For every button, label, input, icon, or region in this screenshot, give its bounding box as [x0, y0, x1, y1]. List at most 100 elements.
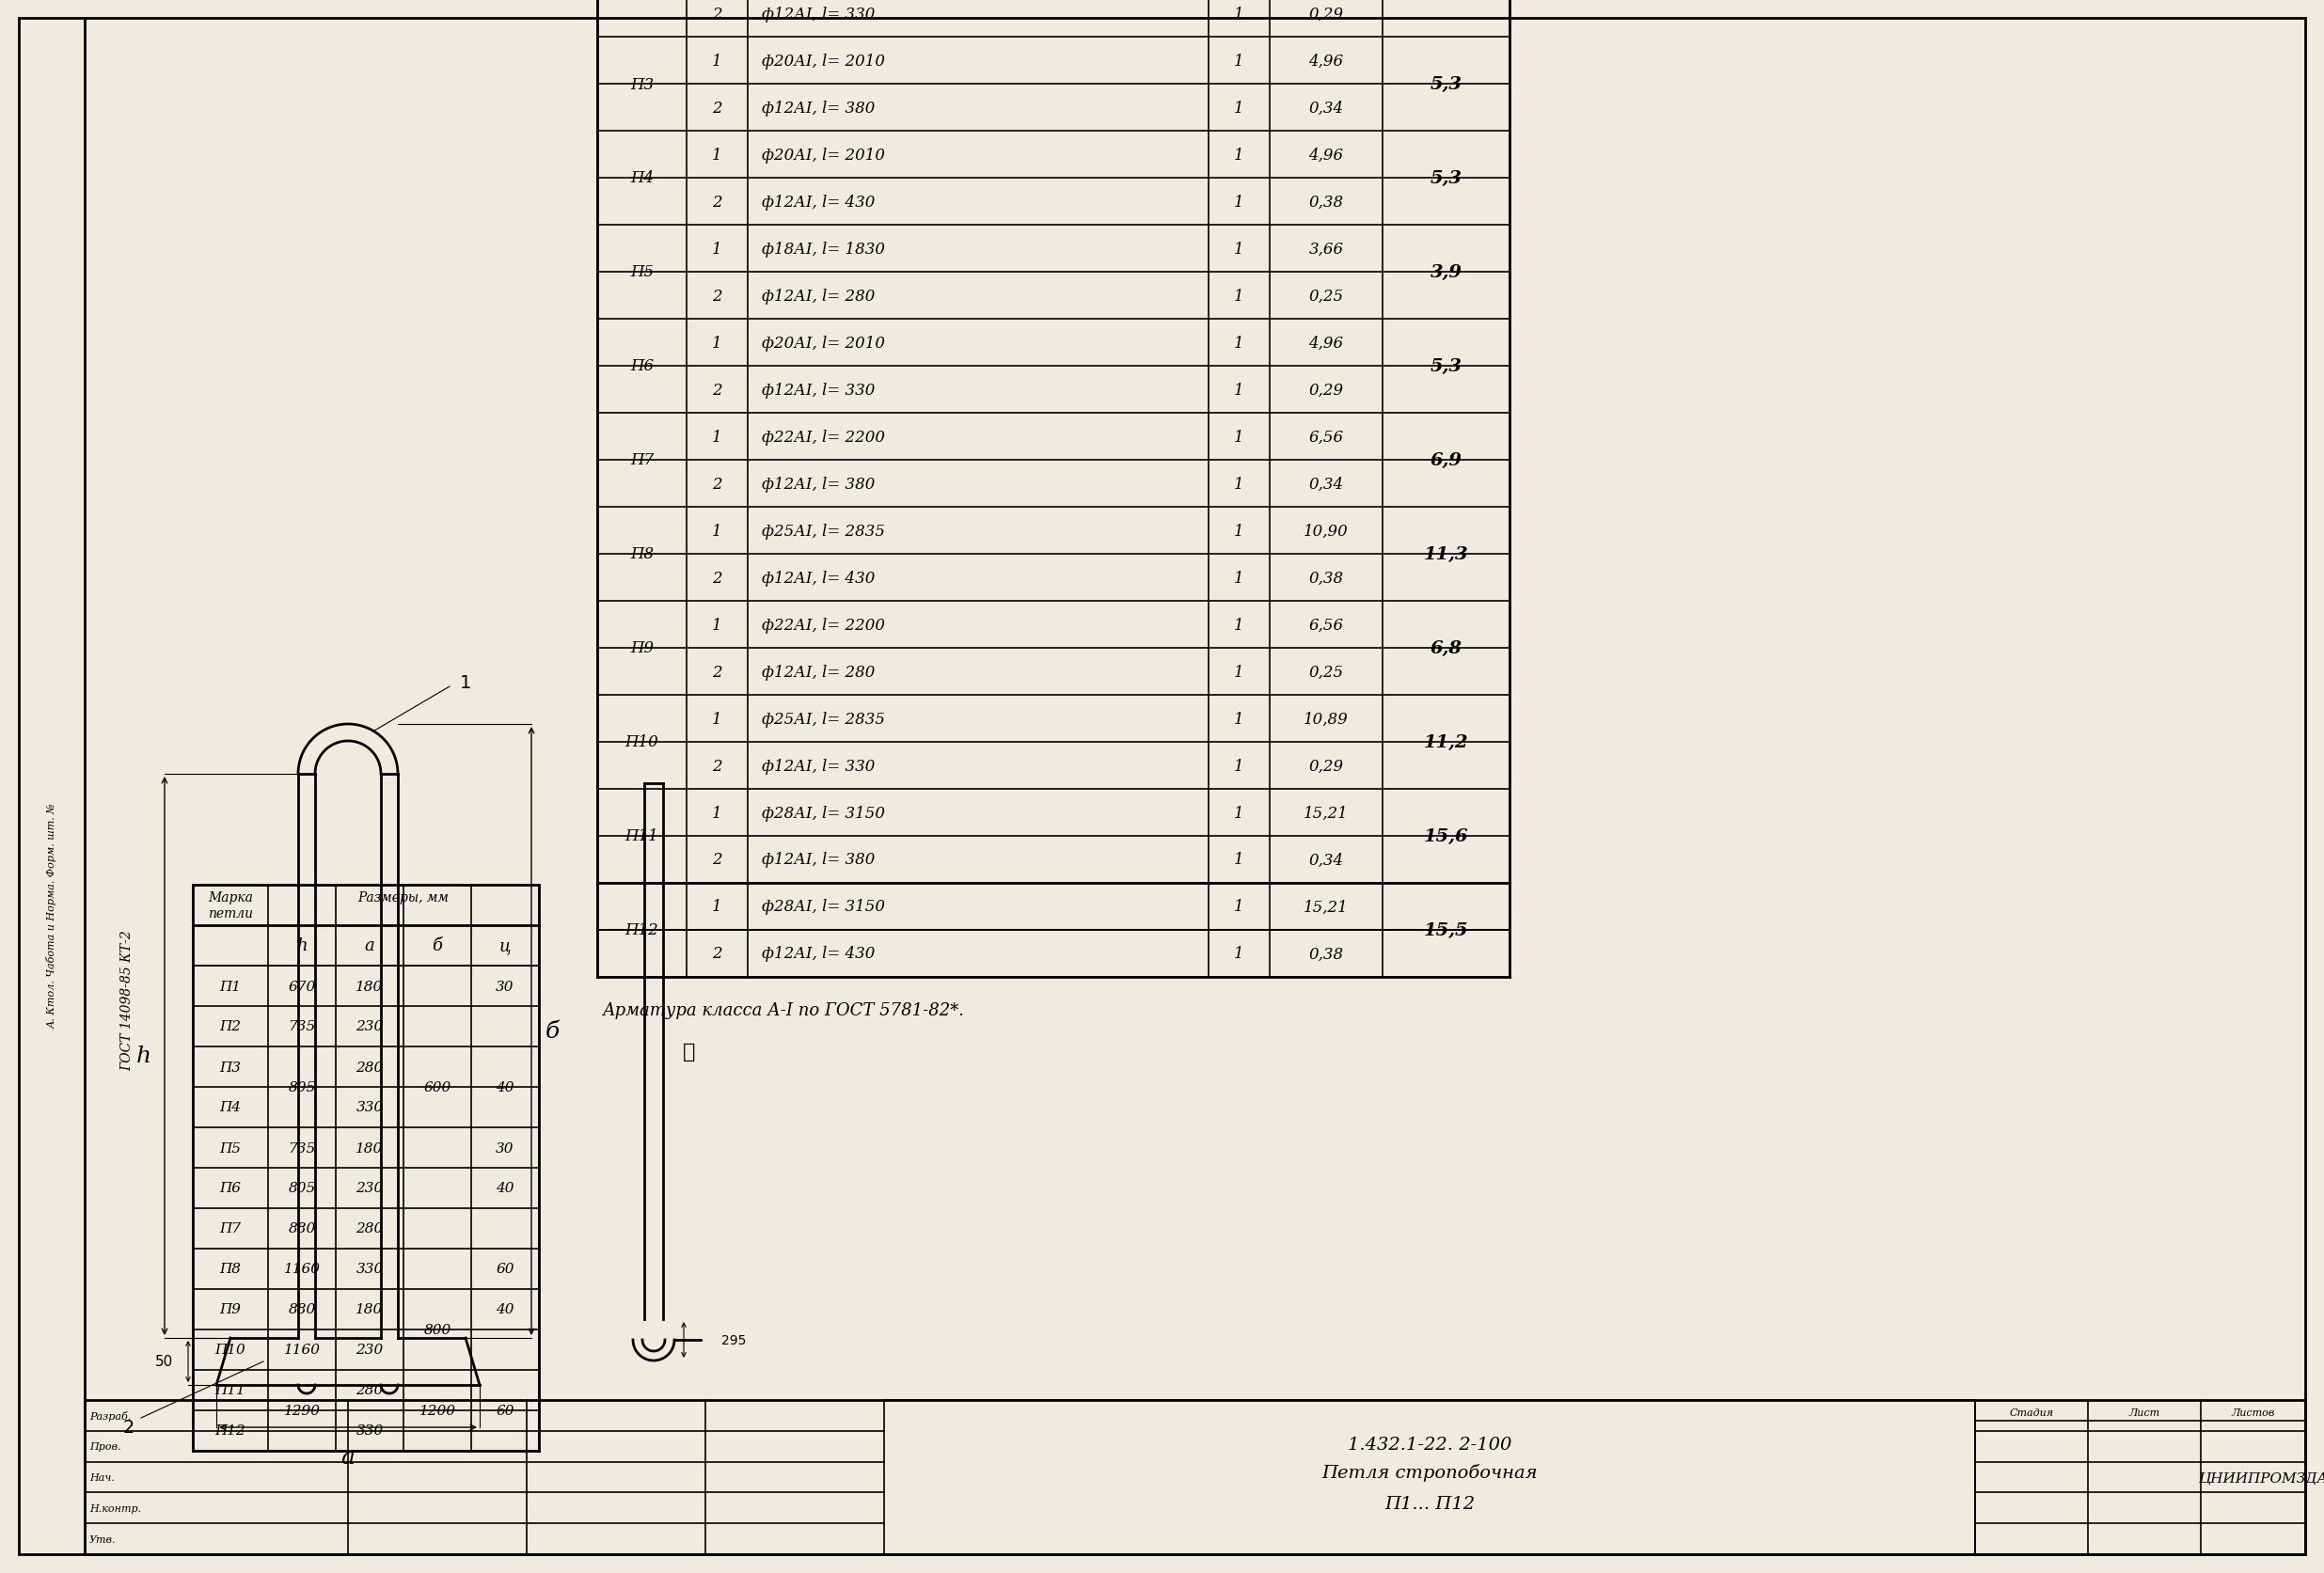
Text: 1: 1 — [1234, 617, 1243, 632]
Text: б: б — [544, 1021, 560, 1041]
Text: 1: 1 — [711, 522, 723, 540]
Text: 1290: 1290 — [284, 1403, 321, 1417]
Text: ф12АI, l= 280: ф12АI, l= 280 — [762, 664, 876, 680]
Text: 4,96: 4,96 — [1308, 335, 1343, 351]
Text: ф12АI, l= 330: ф12АI, l= 330 — [762, 758, 876, 774]
Text: ℓ: ℓ — [683, 1041, 695, 1062]
Text: П11: П11 — [216, 1384, 246, 1397]
Text: 15,21: 15,21 — [1304, 898, 1348, 915]
Text: 1: 1 — [1234, 758, 1243, 774]
Text: П12: П12 — [625, 922, 658, 938]
Text: 6,8: 6,8 — [1429, 640, 1462, 658]
Text: 280: 280 — [356, 1222, 383, 1235]
Text: 0,25: 0,25 — [1308, 664, 1343, 680]
Text: 230: 230 — [356, 1343, 383, 1356]
Text: ц: ц — [500, 938, 511, 955]
Text: 1: 1 — [1234, 477, 1243, 492]
Text: 880: 880 — [288, 1302, 316, 1317]
Text: ф12АI, l= 280: ф12АI, l= 280 — [762, 288, 876, 304]
Text: П6: П6 — [630, 359, 653, 374]
Text: Листов: Листов — [2231, 1408, 2275, 1417]
Text: ГОСТ 14098-85 КТ-2: ГОСТ 14098-85 КТ-2 — [121, 930, 132, 1070]
Text: 330: 330 — [356, 1424, 383, 1438]
Text: 3,9: 3,9 — [1429, 264, 1462, 282]
Text: ф22АI, l= 2200: ф22АI, l= 2200 — [762, 429, 885, 445]
Text: Марка
петли: Марка петли — [207, 892, 253, 920]
Text: 1: 1 — [711, 711, 723, 727]
Text: 15,6: 15,6 — [1425, 827, 1469, 845]
Text: 11,2: 11,2 — [1425, 735, 1469, 750]
Text: 600: 600 — [423, 1081, 451, 1093]
Text: 2: 2 — [711, 569, 723, 585]
Text: 1: 1 — [460, 673, 472, 691]
Text: 1160: 1160 — [284, 1343, 321, 1356]
Text: 1: 1 — [1234, 664, 1243, 680]
Text: 735: 735 — [288, 1142, 316, 1155]
Text: П12: П12 — [216, 1424, 246, 1438]
Text: ф12АI, l= 380: ф12АI, l= 380 — [762, 477, 876, 492]
Text: ф12АI, l= 330: ф12АI, l= 330 — [762, 382, 876, 398]
Text: Н.контр.: Н.контр. — [88, 1504, 142, 1513]
Text: ф12АI, l= 430: ф12АI, l= 430 — [762, 569, 876, 585]
Text: 0,29: 0,29 — [1308, 382, 1343, 398]
Text: 1: 1 — [1234, 898, 1243, 915]
Text: 880: 880 — [288, 1222, 316, 1235]
Text: 0,34: 0,34 — [1308, 853, 1343, 868]
Text: 2: 2 — [711, 664, 723, 680]
Text: 1: 1 — [1234, 241, 1243, 256]
Text: 1: 1 — [1234, 805, 1243, 821]
Text: ф28АI, l= 3150: ф28АI, l= 3150 — [762, 805, 885, 821]
Text: 1: 1 — [711, 429, 723, 445]
Text: Нач.: Нач. — [88, 1472, 114, 1482]
Text: 5,3: 5,3 — [1429, 359, 1462, 374]
Text: 295: 295 — [720, 1334, 746, 1346]
Text: 3,66: 3,66 — [1308, 241, 1343, 256]
Text: 280: 280 — [356, 1384, 383, 1397]
Text: 2: 2 — [711, 101, 723, 116]
Text: 60: 60 — [495, 1403, 514, 1417]
Text: 805: 805 — [288, 1181, 316, 1195]
Text: 1160: 1160 — [284, 1263, 321, 1276]
Text: П5: П5 — [630, 264, 653, 280]
Text: 180: 180 — [356, 1302, 383, 1317]
Text: 4,96: 4,96 — [1308, 146, 1343, 164]
Text: 735: 735 — [288, 1019, 316, 1033]
Text: П7: П7 — [218, 1222, 242, 1235]
Text: Разраб.: Разраб. — [88, 1411, 130, 1420]
Text: 805: 805 — [288, 1081, 316, 1093]
Text: a: a — [342, 1446, 356, 1468]
Text: 2: 2 — [711, 288, 723, 304]
Text: б: б — [432, 938, 442, 955]
Text: 30: 30 — [495, 980, 514, 993]
Text: 2: 2 — [711, 945, 723, 961]
Text: 1: 1 — [1234, 101, 1243, 116]
Text: П11: П11 — [625, 829, 658, 845]
Text: П6: П6 — [218, 1181, 242, 1195]
Text: 1: 1 — [1234, 146, 1243, 164]
Text: П10: П10 — [216, 1343, 246, 1356]
Text: 1: 1 — [1234, 522, 1243, 540]
Text: 15,5: 15,5 — [1425, 922, 1469, 939]
Text: 2: 2 — [711, 853, 723, 868]
Text: 1: 1 — [1234, 288, 1243, 304]
Text: 180: 180 — [356, 1142, 383, 1155]
Text: Петля стропобочная: Петля стропобочная — [1322, 1463, 1538, 1482]
Text: 1: 1 — [711, 335, 723, 351]
Text: 230: 230 — [356, 1019, 383, 1033]
Text: 1: 1 — [1234, 569, 1243, 585]
Text: 5,3: 5,3 — [1429, 170, 1462, 187]
Text: 50: 50 — [156, 1354, 174, 1369]
Text: 0,38: 0,38 — [1308, 193, 1343, 211]
Text: Арматура класса А-I по ГОСТ 5781-82*.: Арматура класса А-I по ГОСТ 5781-82*. — [602, 1002, 964, 1019]
Text: 0,25: 0,25 — [1308, 288, 1343, 304]
Text: 2: 2 — [711, 6, 723, 22]
Text: 1: 1 — [1234, 711, 1243, 727]
Text: 1: 1 — [1234, 945, 1243, 961]
Text: ф22АI, l= 2200: ф22АI, l= 2200 — [762, 617, 885, 632]
Text: ф28АI, l= 3150: ф28АI, l= 3150 — [762, 898, 885, 915]
Text: П8: П8 — [630, 546, 653, 563]
Text: П2: П2 — [218, 1019, 242, 1033]
Text: П1: П1 — [218, 980, 242, 993]
Text: 1: 1 — [1234, 53, 1243, 69]
Text: 4,96: 4,96 — [1308, 53, 1343, 69]
